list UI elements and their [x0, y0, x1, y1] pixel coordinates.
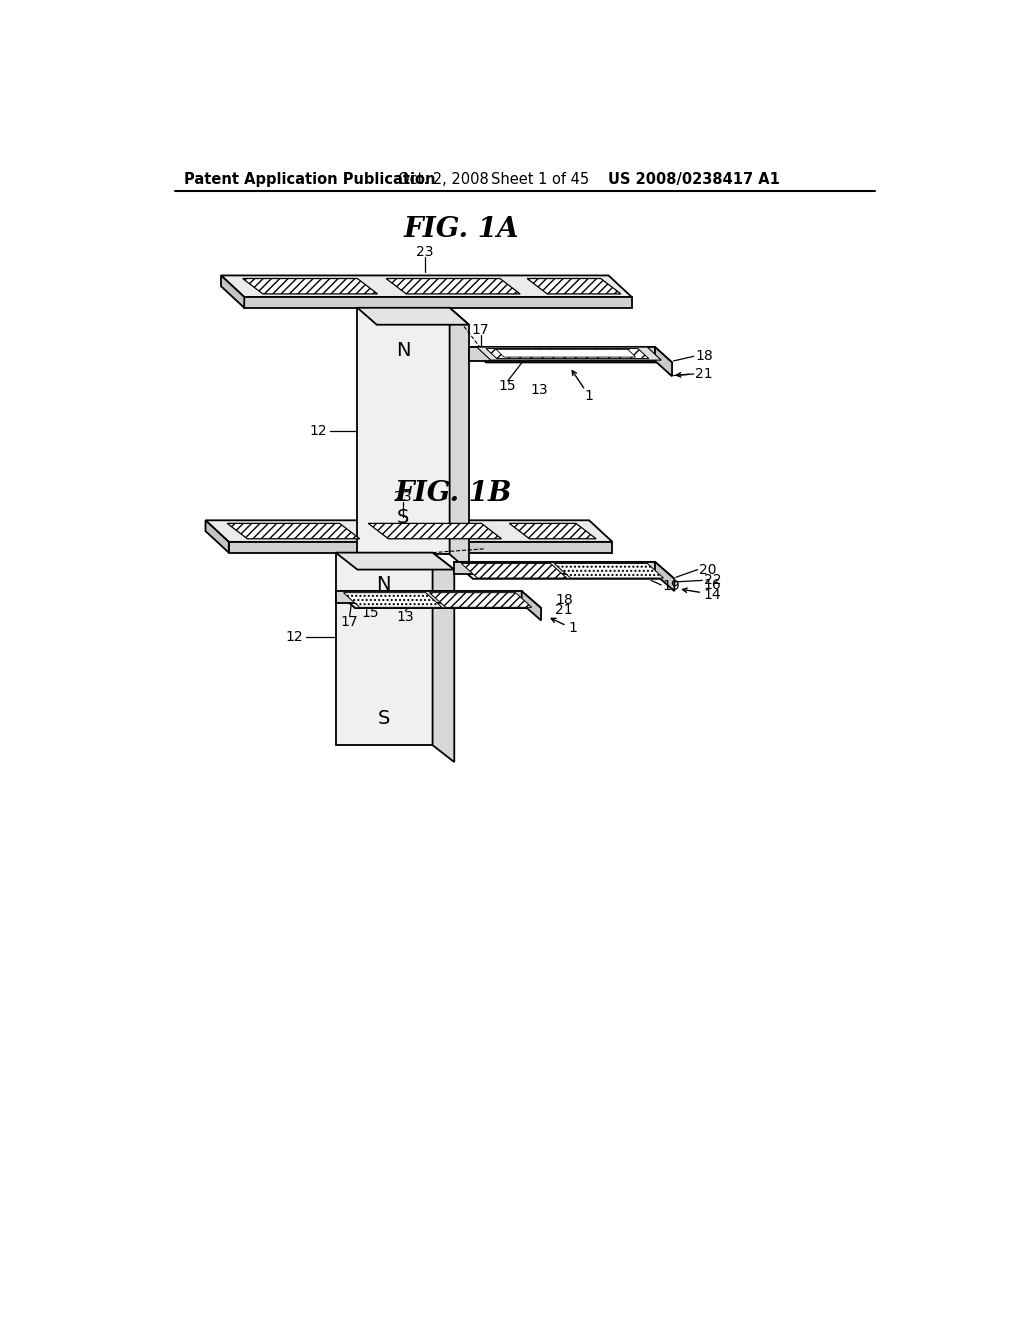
Text: 18: 18: [695, 350, 713, 363]
Text: 18: 18: [555, 594, 572, 607]
Polygon shape: [509, 524, 596, 539]
Polygon shape: [221, 276, 632, 297]
Polygon shape: [336, 591, 541, 609]
Text: 20: 20: [699, 562, 717, 577]
Text: N: N: [396, 341, 411, 359]
Text: Patent Application Publication: Patent Application Publication: [183, 172, 435, 186]
Text: 15: 15: [361, 606, 379, 619]
Polygon shape: [432, 553, 455, 762]
Polygon shape: [461, 564, 566, 578]
Text: 1: 1: [585, 388, 594, 403]
Polygon shape: [245, 297, 632, 308]
Polygon shape: [221, 276, 245, 308]
Text: US 2008/0238417 A1: US 2008/0238417 A1: [608, 172, 780, 186]
Text: 1: 1: [568, 622, 578, 635]
Polygon shape: [496, 350, 636, 358]
Text: 15: 15: [499, 379, 516, 392]
Polygon shape: [336, 553, 455, 570]
Polygon shape: [429, 593, 531, 607]
Text: 21: 21: [695, 367, 713, 381]
Text: S: S: [397, 508, 410, 527]
Text: 19: 19: [663, 578, 681, 593]
Polygon shape: [655, 562, 675, 591]
Polygon shape: [336, 591, 521, 603]
Polygon shape: [357, 308, 450, 554]
Polygon shape: [369, 524, 502, 539]
Polygon shape: [386, 279, 520, 294]
Polygon shape: [343, 593, 442, 607]
Text: 17: 17: [341, 615, 358, 628]
Polygon shape: [336, 553, 432, 744]
Polygon shape: [486, 348, 649, 359]
Polygon shape: [469, 347, 655, 360]
Polygon shape: [450, 308, 469, 572]
Polygon shape: [243, 279, 378, 294]
Text: 16: 16: [703, 578, 722, 591]
Text: 21: 21: [555, 603, 572, 618]
Polygon shape: [521, 591, 541, 620]
Text: FIG. 1A: FIG. 1A: [403, 215, 519, 243]
Polygon shape: [554, 564, 664, 578]
Text: 22: 22: [703, 573, 721, 587]
Text: 13: 13: [396, 610, 415, 623]
Text: Oct. 2, 2008: Oct. 2, 2008: [397, 172, 488, 186]
Text: 23: 23: [394, 490, 412, 504]
Polygon shape: [655, 347, 672, 376]
Text: N: N: [377, 576, 391, 594]
Polygon shape: [228, 543, 612, 553]
Text: 17: 17: [472, 323, 489, 337]
Polygon shape: [454, 562, 675, 579]
Text: FIG. 1B: FIG. 1B: [394, 480, 512, 507]
Text: Sheet 1 of 45: Sheet 1 of 45: [490, 172, 589, 186]
Polygon shape: [477, 347, 662, 360]
Polygon shape: [227, 524, 359, 539]
Polygon shape: [206, 520, 612, 543]
Polygon shape: [527, 279, 621, 294]
Text: 14: 14: [703, 587, 722, 602]
Polygon shape: [454, 562, 655, 574]
Text: 12: 12: [309, 424, 327, 438]
Polygon shape: [206, 520, 228, 553]
Polygon shape: [469, 347, 672, 363]
Text: 12: 12: [286, 631, 303, 644]
Text: 23: 23: [416, 246, 433, 259]
Text: 13: 13: [530, 383, 548, 397]
Polygon shape: [357, 308, 469, 325]
Text: S: S: [378, 709, 390, 727]
